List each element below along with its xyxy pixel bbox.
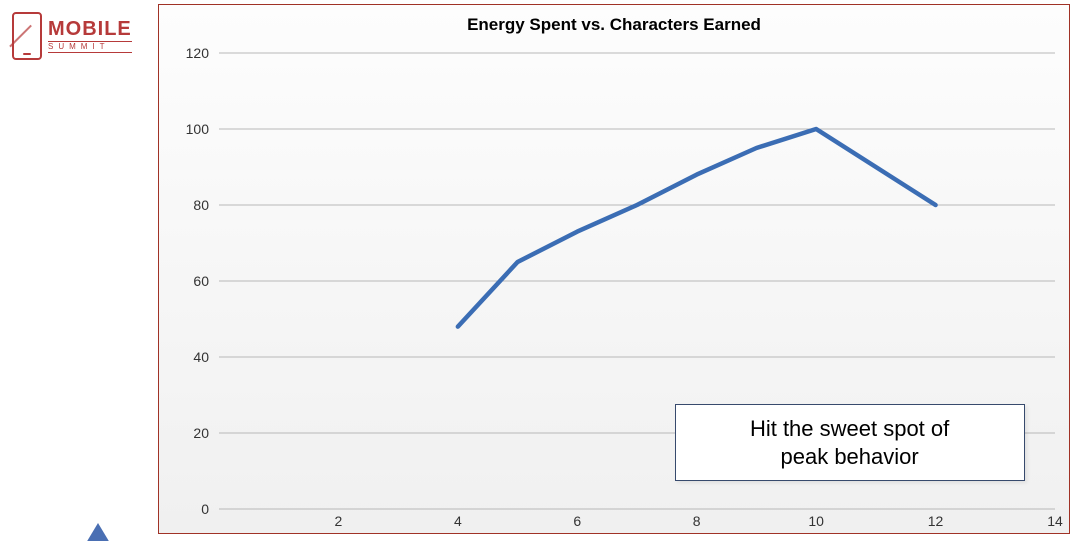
xtick-label: 14	[1047, 509, 1063, 529]
ytick-label: 20	[193, 425, 219, 441]
ytick-label: 40	[193, 349, 219, 365]
annotation-callout: Hit the sweet spot of peak behavior	[675, 404, 1025, 481]
xtick-label: 8	[693, 509, 701, 529]
xtick-label: 10	[808, 509, 824, 529]
plot-area: Hit the sweet spot of peak behavior 0204…	[219, 53, 1055, 509]
ytick-label: 100	[186, 121, 219, 137]
annotation-line2: peak behavior	[781, 444, 919, 469]
slide-page: MOBILE SUMMIT Energy Spent vs. Character…	[0, 0, 1080, 541]
logo-main-text: MOBILE	[48, 19, 132, 39]
triangle-icon	[80, 523, 116, 541]
chart-container: Energy Spent vs. Characters Earned Hit t…	[158, 4, 1070, 534]
xtick-label: 4	[454, 509, 462, 529]
xtick-label: 6	[573, 509, 581, 529]
ytick-label: 120	[186, 45, 219, 61]
xtick-label: 2	[335, 509, 343, 529]
annotation-line1: Hit the sweet spot of	[750, 416, 949, 441]
phone-icon	[12, 12, 42, 60]
logo-text: MOBILE SUMMIT	[48, 19, 132, 53]
ytick-label: 80	[193, 197, 219, 213]
mobile-summit-logo: MOBILE SUMMIT	[12, 6, 147, 66]
xtick-label: 12	[928, 509, 944, 529]
ytick-label: 0	[201, 501, 219, 517]
chart-title: Energy Spent vs. Characters Earned	[159, 15, 1069, 35]
series-line	[458, 129, 936, 327]
ytick-label: 60	[193, 273, 219, 289]
logo-sub-text: SUMMIT	[48, 41, 132, 53]
